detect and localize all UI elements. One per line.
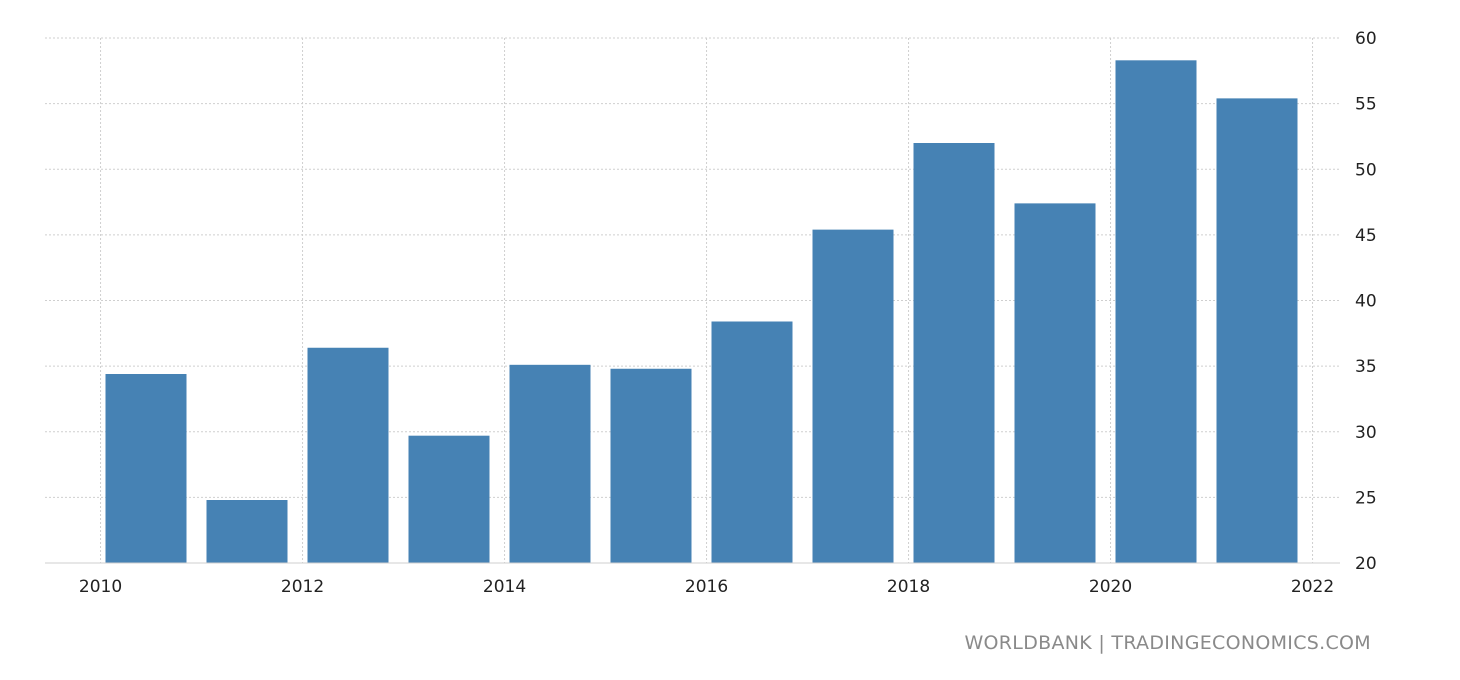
y-tick-label: 25	[1355, 488, 1377, 508]
bar	[1014, 203, 1096, 563]
y-tick-label: 50	[1355, 160, 1377, 180]
x-tick-label: 2014	[483, 577, 526, 597]
y-tick-label: 30	[1355, 423, 1377, 443]
bar	[206, 500, 288, 563]
y-tick-label: 45	[1355, 226, 1377, 246]
x-tick-label: 2020	[1089, 577, 1132, 597]
bar	[509, 364, 591, 563]
source-credit: WORLDBANK | TRADINGECONOMICS.COM	[964, 632, 1371, 654]
x-tick-label: 2012	[281, 577, 324, 597]
x-tick-label: 2018	[887, 577, 930, 597]
bar	[913, 143, 995, 563]
y-tick-label: 20	[1355, 554, 1377, 574]
bar	[307, 347, 389, 563]
bar	[812, 229, 894, 563]
x-tick-label: 2010	[79, 577, 122, 597]
bar	[610, 368, 692, 563]
bar	[1115, 60, 1197, 563]
y-tick-label: 40	[1355, 292, 1377, 312]
y-tick-label: 60	[1355, 29, 1377, 49]
x-tick-label: 2016	[685, 577, 728, 597]
bar	[105, 374, 187, 563]
x-tick-label: 2022	[1291, 577, 1334, 597]
y-tick-label: 55	[1355, 95, 1377, 115]
y-tick-label: 35	[1355, 357, 1377, 377]
bar	[711, 321, 793, 563]
bar	[408, 435, 490, 563]
bar	[1216, 98, 1298, 563]
